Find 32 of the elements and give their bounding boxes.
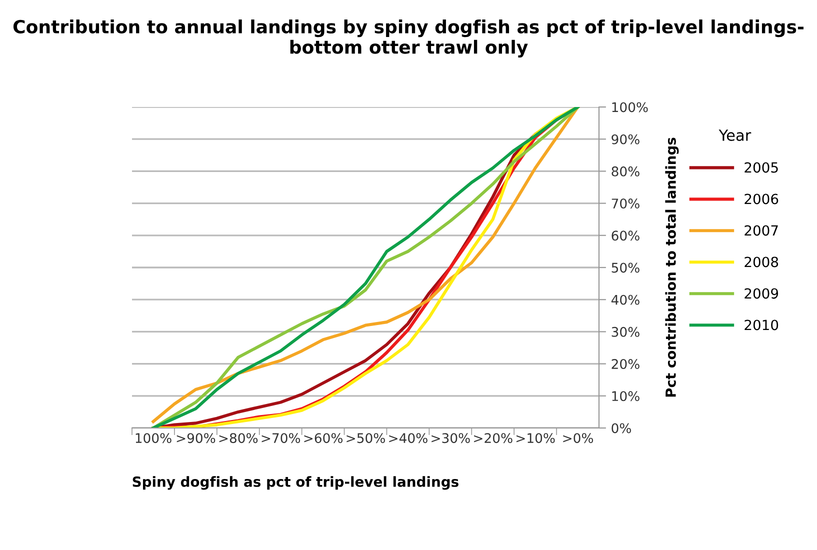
y-tick-label: 50% — [612, 262, 640, 273]
x-tick-label: >90% — [176, 433, 216, 444]
y-tick-label: 60% — [612, 230, 640, 241]
x-axis-title: Spiny dogfish as pct of trip-level landings — [132, 476, 458, 490]
legend-label: 2010 — [744, 320, 778, 330]
legend-label: 2008 — [744, 256, 778, 268]
x-tick-label: >60% — [304, 433, 343, 444]
legend-label: 2009 — [744, 288, 778, 299]
y-tick-label: 70% — [612, 198, 640, 208]
y-tick-label: 100% — [612, 102, 648, 112]
legend-label: 2006 — [744, 194, 778, 204]
legend-label: 2005 — [744, 162, 778, 173]
x-tick-label: >70% — [262, 433, 300, 444]
y-tick-label: 20% — [612, 359, 640, 369]
x-tick-label: >80% — [219, 433, 258, 444]
x-tick-label: >10% — [516, 433, 555, 444]
legend-label: 2007 — [744, 225, 778, 236]
x-tick-label: >50% — [346, 433, 385, 444]
x-tick-label: >20% — [474, 433, 512, 444]
y-tick-label: 40% — [611, 294, 640, 305]
y-tick-label: 10% — [612, 391, 640, 402]
y-tick-label: 30% — [612, 326, 640, 337]
y-axis-title: Pct contribution to total landings — [665, 138, 679, 397]
x-tick-label: >30% — [432, 433, 470, 444]
x-tick-label: 100% — [136, 433, 172, 444]
legend-title: Year — [718, 130, 752, 141]
x-tick-label: >40% — [389, 433, 428, 444]
x-tick-label: >0% — [563, 433, 594, 444]
y-tick-label: 90% — [612, 134, 640, 144]
y-tick-label: 0% — [612, 423, 632, 434]
chart-title: Contribution to annual landings by spiny dogfish as pct of trip-level landings- bottom otter trawl only — [13, 20, 804, 58]
y-tick-label: 80% — [612, 166, 640, 176]
